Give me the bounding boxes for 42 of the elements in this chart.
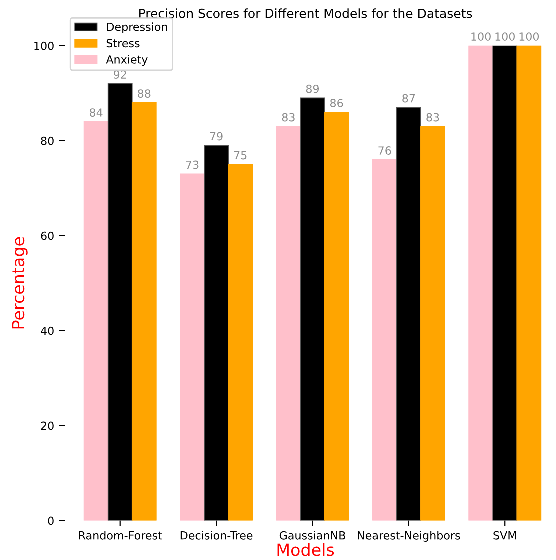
y-tick-label: 80: [41, 136, 54, 146]
bar: [372, 159, 398, 521]
bar: [324, 112, 350, 521]
data-label: 100: [472, 32, 491, 41]
data-label: 83: [426, 113, 440, 122]
data-label: 88: [138, 90, 151, 98]
data-label: 100: [496, 32, 515, 41]
data-label: 92: [114, 70, 126, 79]
y-tick-label: 100: [34, 42, 54, 50]
bar: [84, 121, 109, 521]
data-label: 89: [306, 84, 320, 94]
bar: [420, 126, 446, 521]
bar: [228, 164, 254, 521]
y-tick-label: 60: [41, 232, 54, 240]
x-tick-label: Nearest-Neighbors: [358, 531, 460, 542]
y-tick-label: 20: [41, 422, 54, 430]
bar: [516, 46, 542, 521]
data-label: 100: [520, 32, 540, 41]
data-label: 75: [234, 151, 247, 160]
x-tick-label: Decision-Tree: [180, 531, 253, 540]
x-tick-label: SVM: [494, 531, 516, 540]
legend-label: Anxiety: [106, 55, 148, 66]
data-label: 84: [90, 108, 103, 117]
chart-title: Precision Scores for Different Models for the Datasets: [140, 8, 472, 18]
y-tick-label: 40: [41, 326, 54, 336]
bar: [180, 174, 205, 521]
legend-label: Depression: [107, 22, 168, 34]
x-tick-label: Random-Forest: [79, 531, 162, 540]
y-tick-label: 0: [48, 516, 54, 526]
data-label: 87: [402, 94, 416, 103]
bar: [132, 102, 157, 521]
data-label: 83: [282, 113, 295, 122]
data-label: 76: [378, 146, 392, 155]
bar: [468, 46, 494, 521]
y-axis-title: Percentage: [12, 237, 28, 329]
data-label: 86: [330, 99, 344, 108]
bar: [276, 126, 302, 521]
data-label: 79: [210, 132, 223, 141]
data-label: 73: [186, 160, 199, 170]
legend-label: Stress: [106, 39, 140, 48]
x-tick-label: GaussianNB: [280, 531, 346, 540]
x-axis-title: Models: [278, 543, 334, 556]
